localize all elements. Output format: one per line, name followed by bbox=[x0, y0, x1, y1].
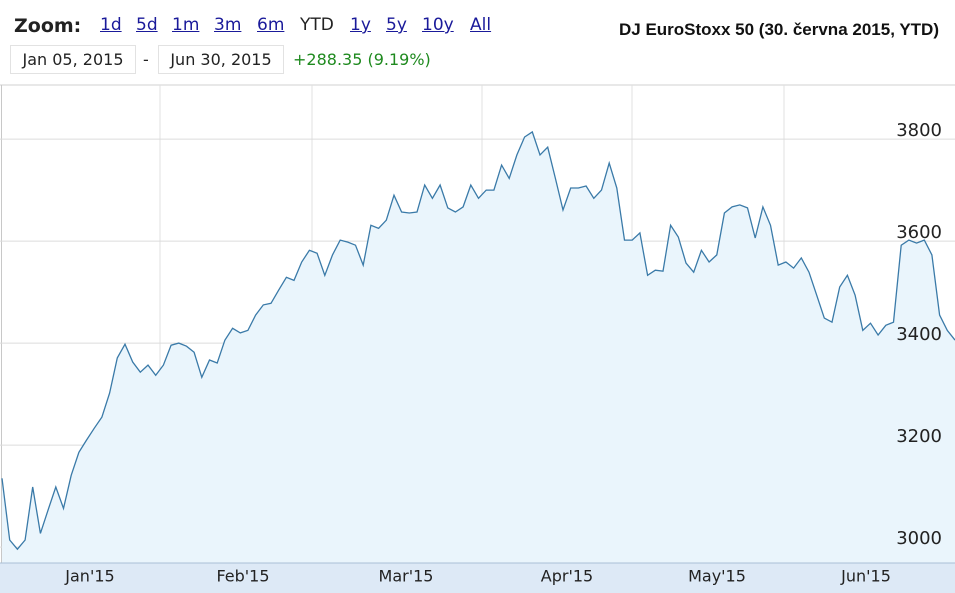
y-tick-label: 3200 bbox=[896, 426, 942, 447]
date-from[interactable]: Jan 05, 2015 bbox=[10, 45, 136, 74]
zoom-option[interactable]: 1d bbox=[100, 15, 122, 35]
y-tick-label: 3400 bbox=[896, 324, 942, 345]
x-tick-label: Jan'15 bbox=[64, 567, 114, 586]
zoom-option[interactable]: 6m bbox=[257, 15, 285, 35]
price-line bbox=[1, 130, 955, 551]
area bbox=[2, 131, 955, 563]
x-tick-label: May'15 bbox=[688, 567, 746, 586]
date-separator: - bbox=[143, 50, 149, 69]
x-tick-label: Apr'15 bbox=[541, 567, 593, 586]
y-tick-label: 3600 bbox=[896, 222, 942, 243]
x-tick-label: Mar'15 bbox=[379, 567, 434, 586]
y-tick-label: 3800 bbox=[896, 120, 942, 141]
zoom-option[interactable]: 1m bbox=[172, 15, 200, 35]
x-axis-band bbox=[0, 563, 955, 593]
zoom-option: YTD bbox=[300, 15, 334, 35]
x-tick-label: Jun'15 bbox=[840, 567, 891, 586]
chart-title: DJ EuroStoxx 50 (30. června 2015, YTD) bbox=[618, 20, 939, 39]
date-to[interactable]: Jun 30, 2015 bbox=[158, 45, 284, 74]
zoom-option[interactable]: 5d bbox=[136, 15, 158, 35]
zoom-option[interactable]: 10y bbox=[422, 15, 454, 35]
y-tick-label: 3000 bbox=[896, 528, 942, 549]
zoom-option[interactable]: All bbox=[470, 15, 492, 35]
x-tick-label: Feb'15 bbox=[216, 567, 269, 586]
zoom-label: Zoom: bbox=[14, 15, 82, 37]
price-change: +288.35 (9.19%) bbox=[293, 50, 431, 69]
zoom-option[interactable]: 5y bbox=[386, 15, 407, 35]
zoom-option[interactable]: 1y bbox=[350, 15, 371, 35]
zoom-option[interactable]: 3m bbox=[214, 15, 242, 35]
